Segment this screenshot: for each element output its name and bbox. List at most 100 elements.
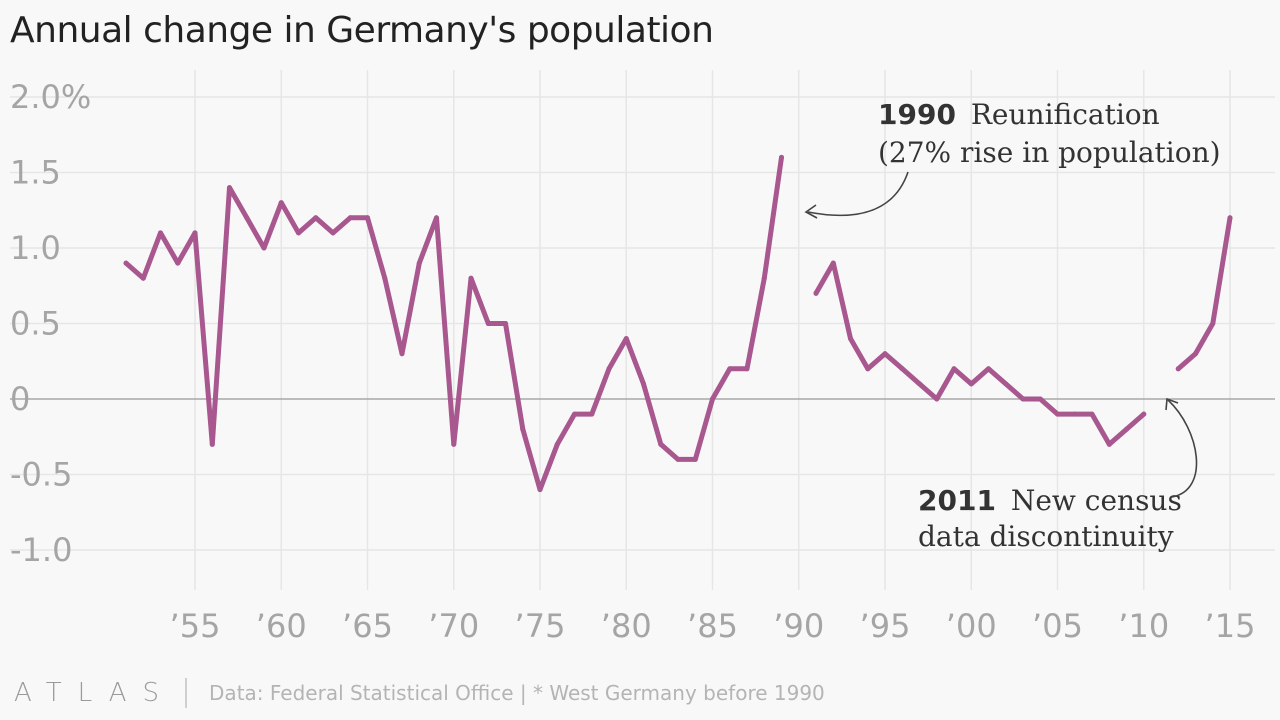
data-point-1963 (330, 230, 336, 236)
data-point-1962 (313, 215, 319, 221)
data-point-1988 (761, 275, 767, 281)
data-point-1961 (296, 230, 301, 236)
annotation-census-arrow (1167, 399, 1198, 498)
y-tick-label-6: -1.0 (10, 531, 72, 569)
data-point-1955 (192, 230, 198, 236)
atlas-logo: ATLAS (14, 678, 176, 708)
x-tick-label-12: ’15 (1205, 607, 1256, 645)
y-tick-label-5: -0.5 (10, 456, 72, 494)
horizontal-gridlines (10, 96, 1275, 551)
data-point-1983 (675, 456, 681, 462)
annotation-census: 2011 New census data discontinuity (918, 397, 1198, 553)
x-tick-label-5: ’80 (601, 607, 652, 645)
data-point-2014 (1210, 321, 1216, 326)
y-tick-label-1: 1.5 (10, 154, 61, 192)
x-tick-label-1: ’60 (256, 607, 307, 645)
data-point-1994 (865, 366, 871, 372)
series-line-segment-1 (813, 260, 1147, 447)
data-point-2006 (1072, 411, 1078, 417)
y-tick-label-0: 2.0% (10, 78, 91, 116)
x-tick-label-10: ’05 (1032, 607, 1083, 645)
x-tick-label-4: ’75 (515, 607, 566, 645)
data-point-1958 (244, 215, 250, 221)
data-point-1981 (641, 381, 646, 387)
data-point-1979 (606, 366, 612, 372)
data-point-1967 (399, 351, 405, 357)
y-tick-label-2: 1.0 (10, 229, 61, 267)
data-point-1997 (917, 381, 922, 387)
data-point-1984 (692, 456, 698, 462)
x-tick-label-3: ’70 (428, 607, 479, 645)
data-point-1987 (744, 366, 750, 372)
data-point-1966 (382, 275, 388, 281)
data-point-1982 (658, 441, 664, 447)
data-point-1969 (434, 215, 439, 221)
data-point-2013 (1193, 351, 1198, 357)
annotation-reunification-line2: (27% rise in population) (878, 136, 1221, 169)
data-point-1985 (710, 396, 715, 402)
data-point-2005 (1055, 411, 1060, 417)
y-axis-tick-labels: 2.0% 1.5 1.0 0.5 0 -0.5 -1.0 (10, 78, 91, 569)
data-point-1973 (503, 321, 508, 326)
data-point-1952 (140, 275, 146, 281)
data-point-1965 (365, 215, 370, 221)
data-point-1972 (485, 321, 491, 326)
data-point-1971 (468, 275, 474, 281)
footer-divider (185, 678, 188, 708)
x-tick-label-7: ’90 (773, 607, 824, 645)
data-point-1968 (416, 260, 422, 266)
data-point-1977 (572, 411, 577, 417)
data-point-1980 (623, 336, 629, 342)
data-point-2009 (1124, 426, 1129, 432)
x-tick-label-8: ’95 (860, 607, 911, 645)
data-point-1986 (727, 366, 733, 372)
annotation-reunification-text: Reunification (971, 98, 1160, 131)
population-change-series (123, 154, 1233, 493)
data-point-1951 (123, 260, 129, 266)
data-point-1989 (779, 154, 784, 160)
annotation-reunification-arrowhead (804, 204, 818, 219)
chart-title: Annual change in Germany's population (10, 10, 714, 51)
x-tick-label-0: ’55 (170, 607, 221, 645)
x-tick-label-9: ’00 (946, 607, 997, 645)
annotation-census-line2: data discontinuity (918, 520, 1174, 553)
footer: ATLAS Data: Federal Statistical Office |… (14, 676, 825, 710)
x-tick-label-2: ’65 (342, 607, 393, 645)
data-point-1976 (554, 441, 560, 447)
data-point-1978 (589, 411, 595, 417)
data-point-2000 (968, 381, 974, 387)
annotation-census-line1: 2011 New census (918, 484, 1182, 517)
series-line-segment-2 (1175, 215, 1233, 372)
annotation-reunification-line1: 1990 Reunification (878, 98, 1160, 131)
y-tick-label-3: 0.5 (10, 305, 61, 343)
data-point-1996 (899, 366, 905, 372)
data-point-2008 (1106, 441, 1112, 447)
data-point-1964 (347, 215, 353, 221)
line-chart: 2.0% 1.5 1.0 0.5 0 -0.5 -1.0 ’55 ’60 ’65 ’70 ’75 ’8… (10, 70, 1275, 645)
data-point-1954 (175, 260, 181, 266)
annotation-census-arrowhead (1165, 397, 1179, 411)
data-point-2007 (1089, 411, 1095, 417)
data-point-1995 (882, 351, 888, 357)
data-point-2012 (1175, 366, 1181, 372)
data-point-1970 (451, 441, 457, 447)
data-point-1993 (848, 336, 853, 342)
data-point-2001 (986, 366, 991, 372)
data-point-1957 (227, 185, 232, 191)
data-point-2002 (1003, 381, 1009, 387)
data-point-2015 (1227, 215, 1233, 221)
data-point-1960 (278, 200, 284, 206)
data-point-1992 (830, 260, 836, 266)
source-note: Data: Federal Statistical Office | * Wes… (209, 681, 825, 705)
data-point-1953 (158, 230, 163, 236)
annotation-reunification: 1990 Reunification (27% rise in populati… (804, 98, 1221, 219)
data-point-1991 (813, 290, 819, 296)
annotation-census-year: 2011 (918, 484, 996, 517)
data-point-1999 (951, 366, 957, 372)
data-point-1956 (209, 441, 215, 447)
data-point-1974 (520, 426, 526, 432)
x-tick-label-11: ’10 (1118, 607, 1169, 645)
data-point-2003 (1020, 396, 1026, 402)
data-point-1998 (934, 396, 940, 402)
x-tick-label-6: ’85 (687, 607, 738, 645)
